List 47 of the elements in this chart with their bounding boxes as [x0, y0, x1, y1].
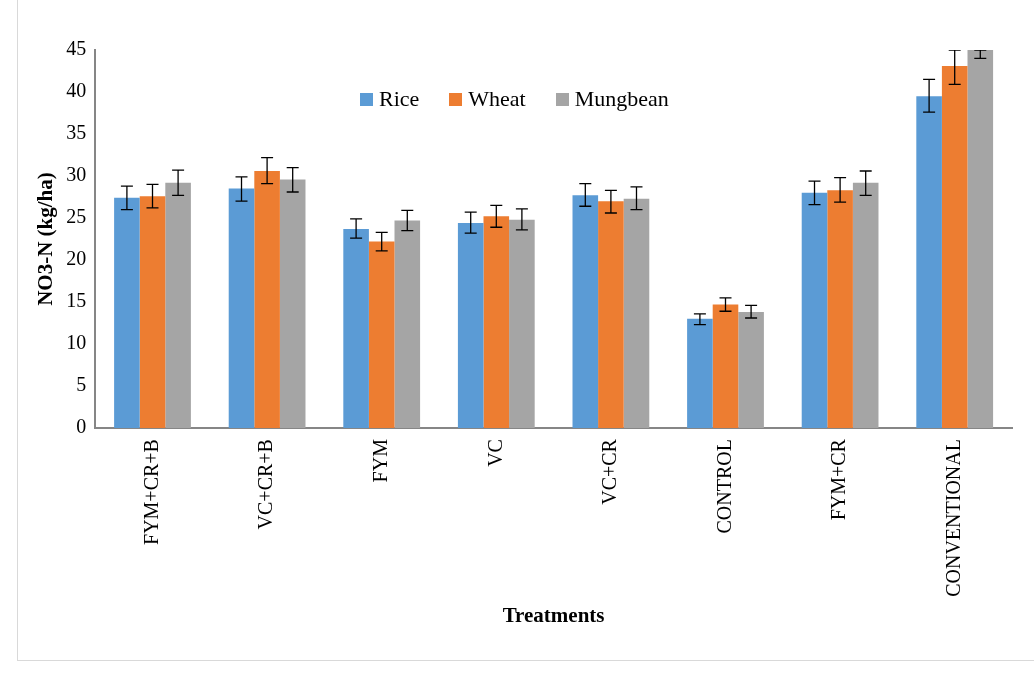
bar: [254, 170, 280, 429]
y-tick-label: 5: [76, 373, 87, 396]
y-tick-label: 40: [66, 79, 87, 102]
y-tick-label: 15: [66, 289, 87, 312]
x-axis-title: Treatments: [502, 602, 605, 627]
bar: [852, 182, 879, 429]
x-tick-label: FYM+CR: [827, 438, 850, 521]
x-tick-label: VC+CR+B: [254, 439, 277, 530]
bar: [457, 223, 484, 429]
bar: [139, 196, 166, 429]
y-tick-label: 30: [66, 163, 87, 186]
bar: [343, 228, 369, 429]
bar: [687, 318, 713, 429]
bar: [279, 179, 306, 429]
bar: [368, 241, 395, 429]
bar: [941, 65, 968, 429]
x-tick-label: CONTROL: [712, 439, 735, 534]
y-tick-label: 35: [66, 121, 87, 144]
x-tick-label: FYM+CR+B: [139, 439, 162, 545]
y-tick-label: 0: [76, 415, 87, 438]
x-tick-label: CONVENTIONAL: [941, 439, 964, 597]
bar: [916, 96, 942, 429]
bar: [483, 216, 510, 429]
bar: [967, 50, 994, 429]
x-tick-label: FYM: [368, 438, 391, 483]
y-tick-label: 10: [66, 331, 87, 354]
bar: [165, 182, 191, 429]
bar: [509, 219, 535, 429]
bar: [827, 190, 853, 429]
bar: [598, 201, 624, 429]
y-axis-title: NO3-N (kg/ha): [33, 172, 58, 306]
bar: [572, 195, 599, 429]
legend-label: Wheat: [468, 86, 526, 112]
bar: [738, 312, 764, 429]
x-tick-label: VC+CR: [598, 438, 621, 505]
y-tick-label: 25: [66, 205, 87, 228]
bar: [801, 192, 828, 429]
bar: [114, 197, 140, 429]
y-tick-label: 20: [66, 247, 87, 270]
y-tick-label: 45: [66, 37, 87, 60]
bar: [228, 188, 255, 429]
x-tick-label: VC: [483, 439, 506, 467]
bar: [394, 220, 421, 429]
legend-label: Mungbean: [574, 86, 669, 112]
legend-label: Rice: [379, 86, 420, 112]
bar: [623, 198, 650, 429]
bar: [712, 304, 739, 429]
